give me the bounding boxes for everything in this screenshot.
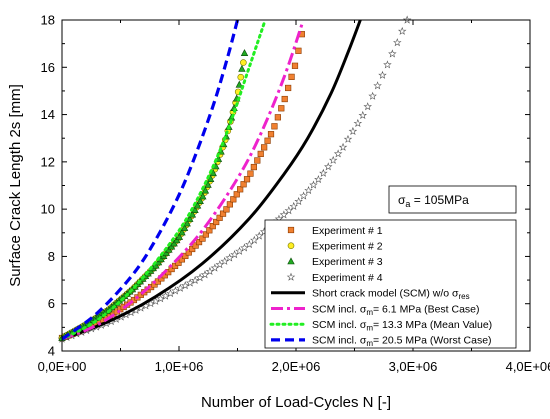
legend-label: SCM incl. σm= 6.1 MPa (Best Case): [312, 303, 480, 317]
y-tick-label: 18: [41, 13, 55, 28]
data-point-square: [248, 171, 254, 177]
y-tick-label: 8: [48, 249, 55, 264]
y-tick-label: 12: [41, 154, 55, 169]
data-point-square: [278, 105, 284, 111]
y-tick-label: 4: [48, 344, 55, 359]
data-point-square: [272, 123, 278, 129]
legend-label: Experiment # 3: [312, 256, 383, 268]
data-point-square: [258, 151, 264, 157]
data-point-square: [282, 96, 288, 102]
legend-marker-circle: [288, 243, 294, 249]
legend: Experiment # 1 Experiment # 2 Experiment #…: [265, 220, 516, 348]
y-tick-label: 16: [41, 60, 55, 75]
x-tick-label: 4,0E+06: [506, 359, 550, 374]
y-axis-title: Surface Crack Length 2s [mm]: [7, 84, 24, 287]
x-tick-label: 0,0E+00: [38, 359, 87, 374]
data-point-square: [244, 176, 250, 182]
data-point-square: [289, 74, 295, 80]
data-point-square: [251, 164, 257, 170]
legend-label: Experiment # 4: [312, 272, 383, 284]
legend-label: Experiment # 1: [312, 225, 383, 237]
data-point-square: [265, 138, 271, 144]
data-point-square: [261, 145, 267, 151]
x-axis-title: Number of Load-Cycles N [-]: [201, 394, 391, 411]
data-point-square: [292, 63, 298, 69]
x-tick-label: 2,0E+06: [272, 359, 321, 374]
legend-marker-square: [288, 227, 294, 233]
data-point-square: [275, 114, 281, 120]
legend-label: SCM incl. σm= 20.5 MPa (Worst Case): [312, 335, 492, 349]
data-point-circle: [238, 74, 244, 80]
data-point-square: [268, 131, 274, 137]
y-tick-label: 6: [48, 296, 55, 311]
y-tick-label: 10: [41, 202, 55, 217]
x-tick-label: 1,0E+06: [155, 359, 204, 374]
legend-label: Short crack model (SCM) w/o σres: [312, 288, 470, 302]
data-point-square: [255, 158, 261, 164]
data-point-square: [296, 48, 302, 54]
data-point-circle: [240, 60, 246, 66]
annotation-value: = 105MPa: [410, 193, 469, 207]
stress-amplitude-annotation: σa = 105MPa: [389, 186, 516, 213]
x-tick-label: 3,0E+06: [389, 359, 438, 374]
legend-label: SCM incl. σm= 13.3 MPa (Mean Value): [312, 319, 492, 333]
legend-label: Experiment # 2: [312, 241, 383, 253]
y-tick-label: 14: [41, 107, 55, 122]
data-point-square: [285, 85, 291, 91]
